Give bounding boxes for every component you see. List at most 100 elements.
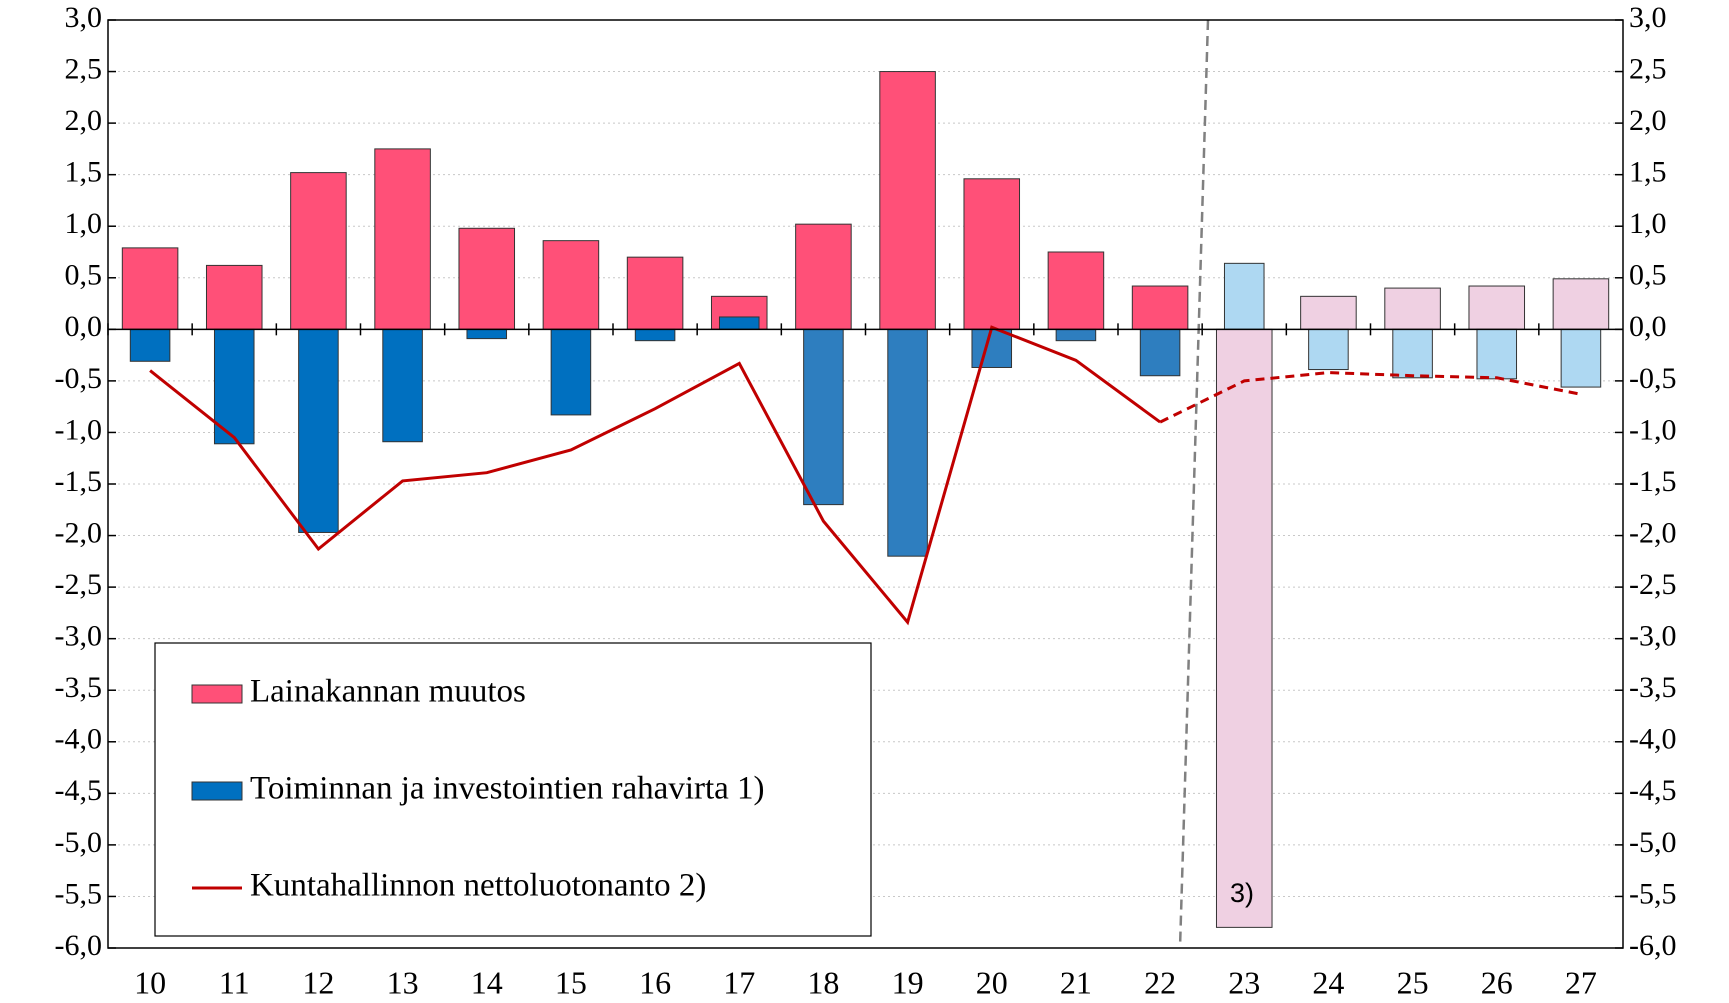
annotation: 3) [1230,878,1254,908]
bar [466,328,508,340]
x-tick-label: 25 [1397,964,1429,1000]
bar [1223,262,1265,330]
x-tick-label: 16 [639,964,671,1000]
bar [542,240,600,330]
y2-tick-label: -0,5 [1629,362,1677,395]
bar [1047,251,1105,330]
x-tick-label: 22 [1144,964,1176,1000]
x-tick-label: 19 [892,964,924,1000]
y2-tick-label: -2,0 [1629,516,1677,549]
y-tick-label: -1,5 [55,465,103,498]
y-tick-label: -2,0 [55,516,103,549]
y2-tick-label: -4,5 [1629,774,1677,807]
y2-tick-label: 0,0 [1629,310,1667,343]
bar [1560,328,1602,388]
bar [963,178,1021,330]
legend-label: Toiminnan ja investointien rahavirta 1) [250,771,765,807]
legend-swatch [191,684,243,704]
y-tick-label: -2,5 [55,568,103,601]
y2-tick-label: -5,0 [1629,826,1677,859]
y-tick-label: 0,0 [65,310,103,343]
bar [1392,328,1433,379]
y-tick-label: 3,0 [65,1,103,34]
y-tick-label: -1,0 [55,413,103,446]
y-tick-label: -5,0 [55,826,103,859]
bar [1552,278,1610,330]
x-tick-label: 13 [387,964,419,1000]
bar [879,71,936,330]
legend-label: Lainakannan muutos [250,674,526,710]
bar [1308,328,1349,371]
bar [795,223,852,330]
x-tick-label: 14 [471,964,503,1000]
x-tick-label: 12 [302,964,334,1000]
legend-box [154,642,872,937]
y-tick-label: -3,5 [55,671,103,704]
y2-tick-label: -6,0 [1629,929,1677,962]
bar [634,328,676,342]
y2-tick-label: -4,0 [1629,723,1677,756]
y-tick-label: -6,0 [55,929,103,962]
bar [382,328,423,443]
y2-tick-label: 2,5 [1629,52,1667,85]
x-tick-label: 26 [1481,964,1513,1000]
y-tick-label: -4,5 [55,774,103,807]
bar [1384,287,1441,330]
bar [803,328,844,506]
x-tick-label: 21 [1060,964,1092,1000]
bar [718,316,760,330]
bar [298,328,339,533]
y2-tick-label: -1,0 [1629,413,1677,446]
bar [1139,328,1181,377]
y-tick-label: 2,0 [65,104,103,137]
y2-tick-label: 1,0 [1629,207,1667,240]
x-tick-label: 20 [976,964,1008,1000]
legend-label: Kuntahallinnon nettoluotonanto 2) [250,868,706,904]
y2-tick-label: 3,0 [1629,1,1667,34]
y2-tick-label: -3,5 [1629,671,1677,704]
line-series [1159,371,1582,424]
bar [121,247,179,330]
y2-tick-label: -2,5 [1629,568,1677,601]
y2-tick-label: -5,5 [1629,877,1677,910]
x-tick-label: 23 [1228,964,1260,1000]
y2-tick-label: 2,0 [1629,104,1667,137]
bar [205,264,263,330]
bar [887,328,928,557]
bar [550,328,592,416]
y-tick-label: 1,5 [65,156,103,189]
x-tick-label: 10 [134,964,166,1000]
bar [129,328,171,362]
y-tick-label: 2,5 [65,52,103,85]
bar [374,148,431,330]
y-tick-label: -5,5 [55,877,103,910]
y2-tick-label: 1,5 [1629,156,1667,189]
y2-tick-label: -1,5 [1629,465,1677,498]
bar [290,172,347,330]
bar [1215,328,1273,928]
bar [1476,328,1518,380]
bar [1131,285,1189,330]
y-tick-label: 0,5 [65,259,103,292]
bar [1468,285,1526,330]
bar [1300,295,1357,330]
legend-swatch [191,781,243,801]
bar [1055,328,1097,342]
y-tick-label: -0,5 [55,362,103,395]
y-tick-label: -4,0 [55,723,103,756]
x-tick-label: 18 [807,964,839,1000]
line-series [149,325,1161,626]
x-tick-label: 27 [1565,964,1597,1000]
bar [458,227,516,330]
bar [971,328,1013,368]
bar [213,328,255,445]
x-tick-label: 15 [555,964,587,1000]
x-tick-label: 11 [219,964,250,1000]
x-tick-label: 17 [723,964,755,1000]
x-tick-label: 24 [1312,964,1344,1000]
y-tick-label: 1,0 [65,207,103,240]
y2-tick-label: -3,0 [1629,620,1677,653]
y2-tick-label: 0,5 [1629,259,1667,292]
bar [626,256,684,330]
